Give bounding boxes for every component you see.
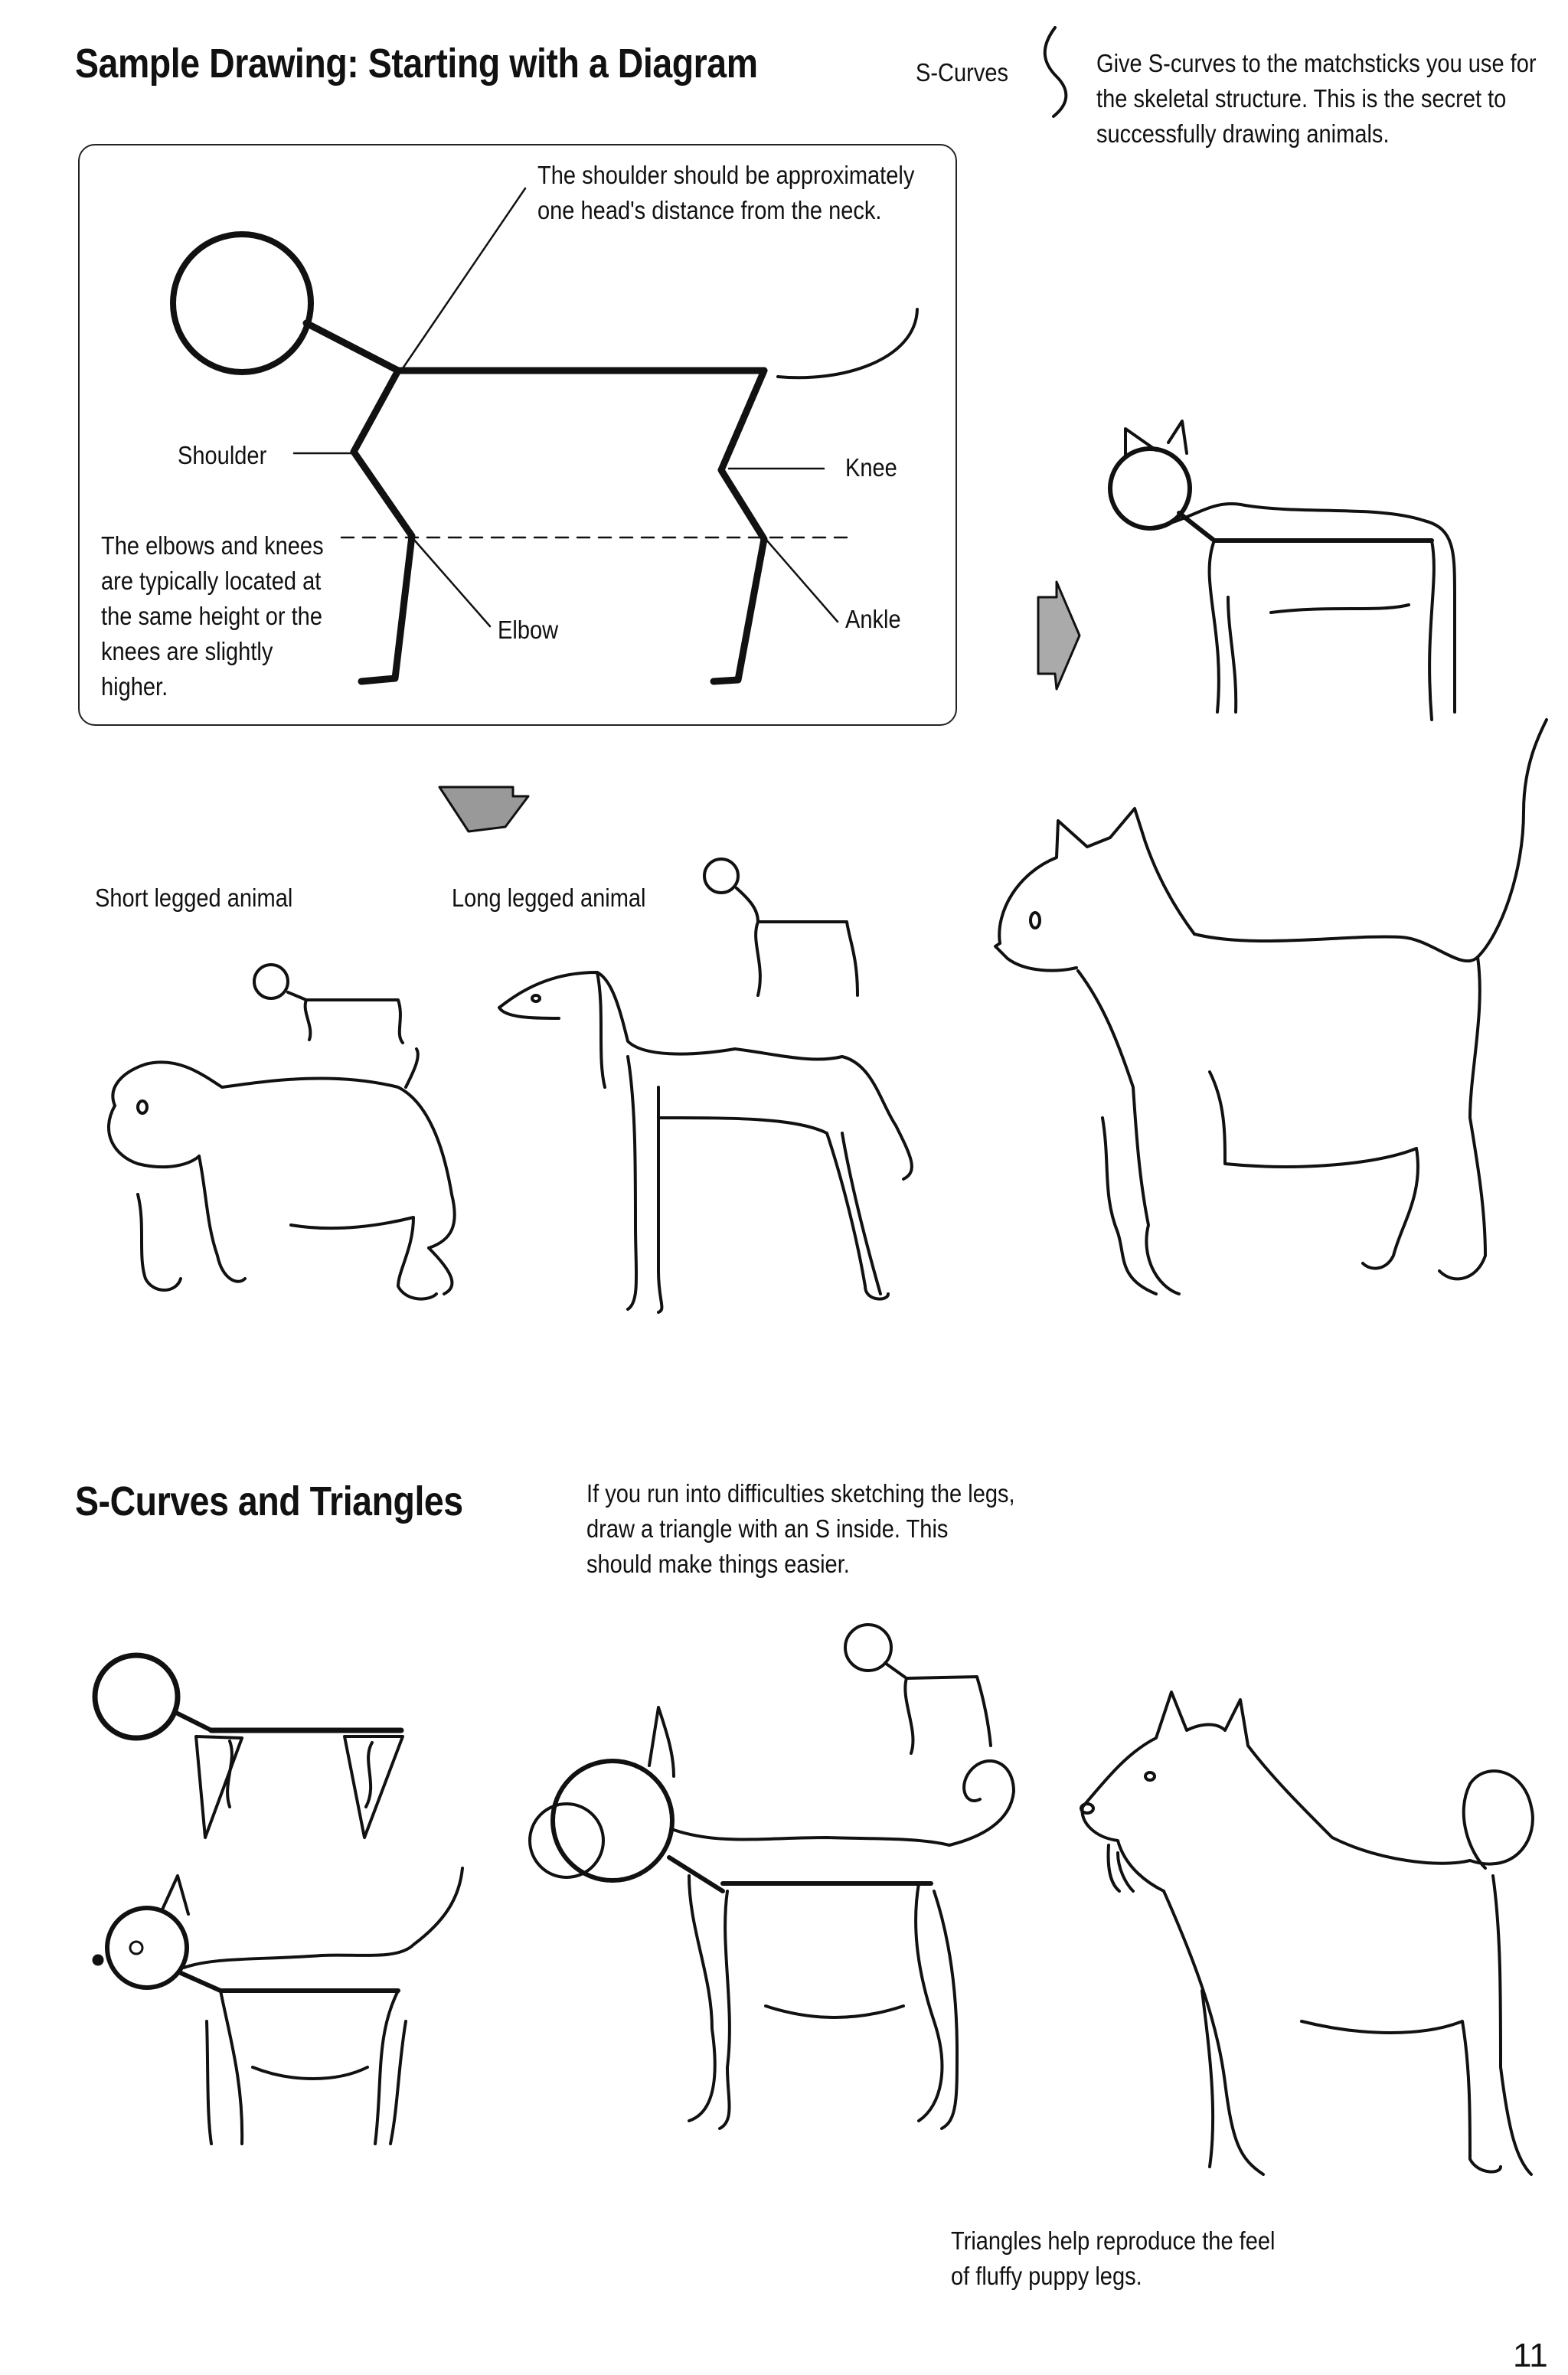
- down-arrow-icon: [438, 786, 530, 833]
- saluki-drawing: [498, 858, 913, 1314]
- s-curves-note: Give S-curves to the matchsticks you use…: [1096, 49, 1537, 148]
- shoulder-distance-note: The shoulder should be approximately one…: [537, 161, 915, 224]
- ankle-label: Ankle: [845, 605, 901, 633]
- shiba-skeleton: [528, 1623, 1015, 2130]
- puppy-legs-note: Triangles help reproduce the feel of flu…: [951, 2226, 1276, 2290]
- short-legged-label: Short legged animal: [95, 884, 293, 912]
- page-number: 11: [1513, 2337, 1548, 2374]
- shoulder-label: Shoulder: [178, 441, 267, 469]
- triangle-skeleton: [92, 1652, 404, 1839]
- pug-drawing: [106, 963, 456, 1301]
- skeleton-diagram: [170, 187, 919, 685]
- kitten-sketch: [92, 1867, 464, 2145]
- diagram-box: [78, 144, 957, 726]
- cat-sketch-skeleton: [1108, 420, 1456, 721]
- shiba-puppy-drawing: [1080, 1691, 1534, 2176]
- s-curve-glyph: [1043, 26, 1068, 118]
- cat-drawing: [994, 718, 1548, 1295]
- long-legged-label: Long legged animal: [452, 884, 646, 912]
- triangles-intro: If you run into difficulties sketching t…: [586, 1479, 1015, 1578]
- section-title-diagram: Sample Drawing: Starting with a Diagram: [75, 41, 758, 87]
- knee-label: Knee: [845, 453, 897, 482]
- right-arrow-icon: [1037, 580, 1081, 691]
- elbow-label: Elbow: [498, 616, 559, 644]
- s-curves-label: S-Curves: [916, 58, 1009, 87]
- illustrations: [92, 26, 1548, 2176]
- section-title-triangles: S-Curves and Triangles: [75, 1478, 463, 1524]
- elbows-knees-note: The elbows and knees are typically locat…: [101, 531, 324, 701]
